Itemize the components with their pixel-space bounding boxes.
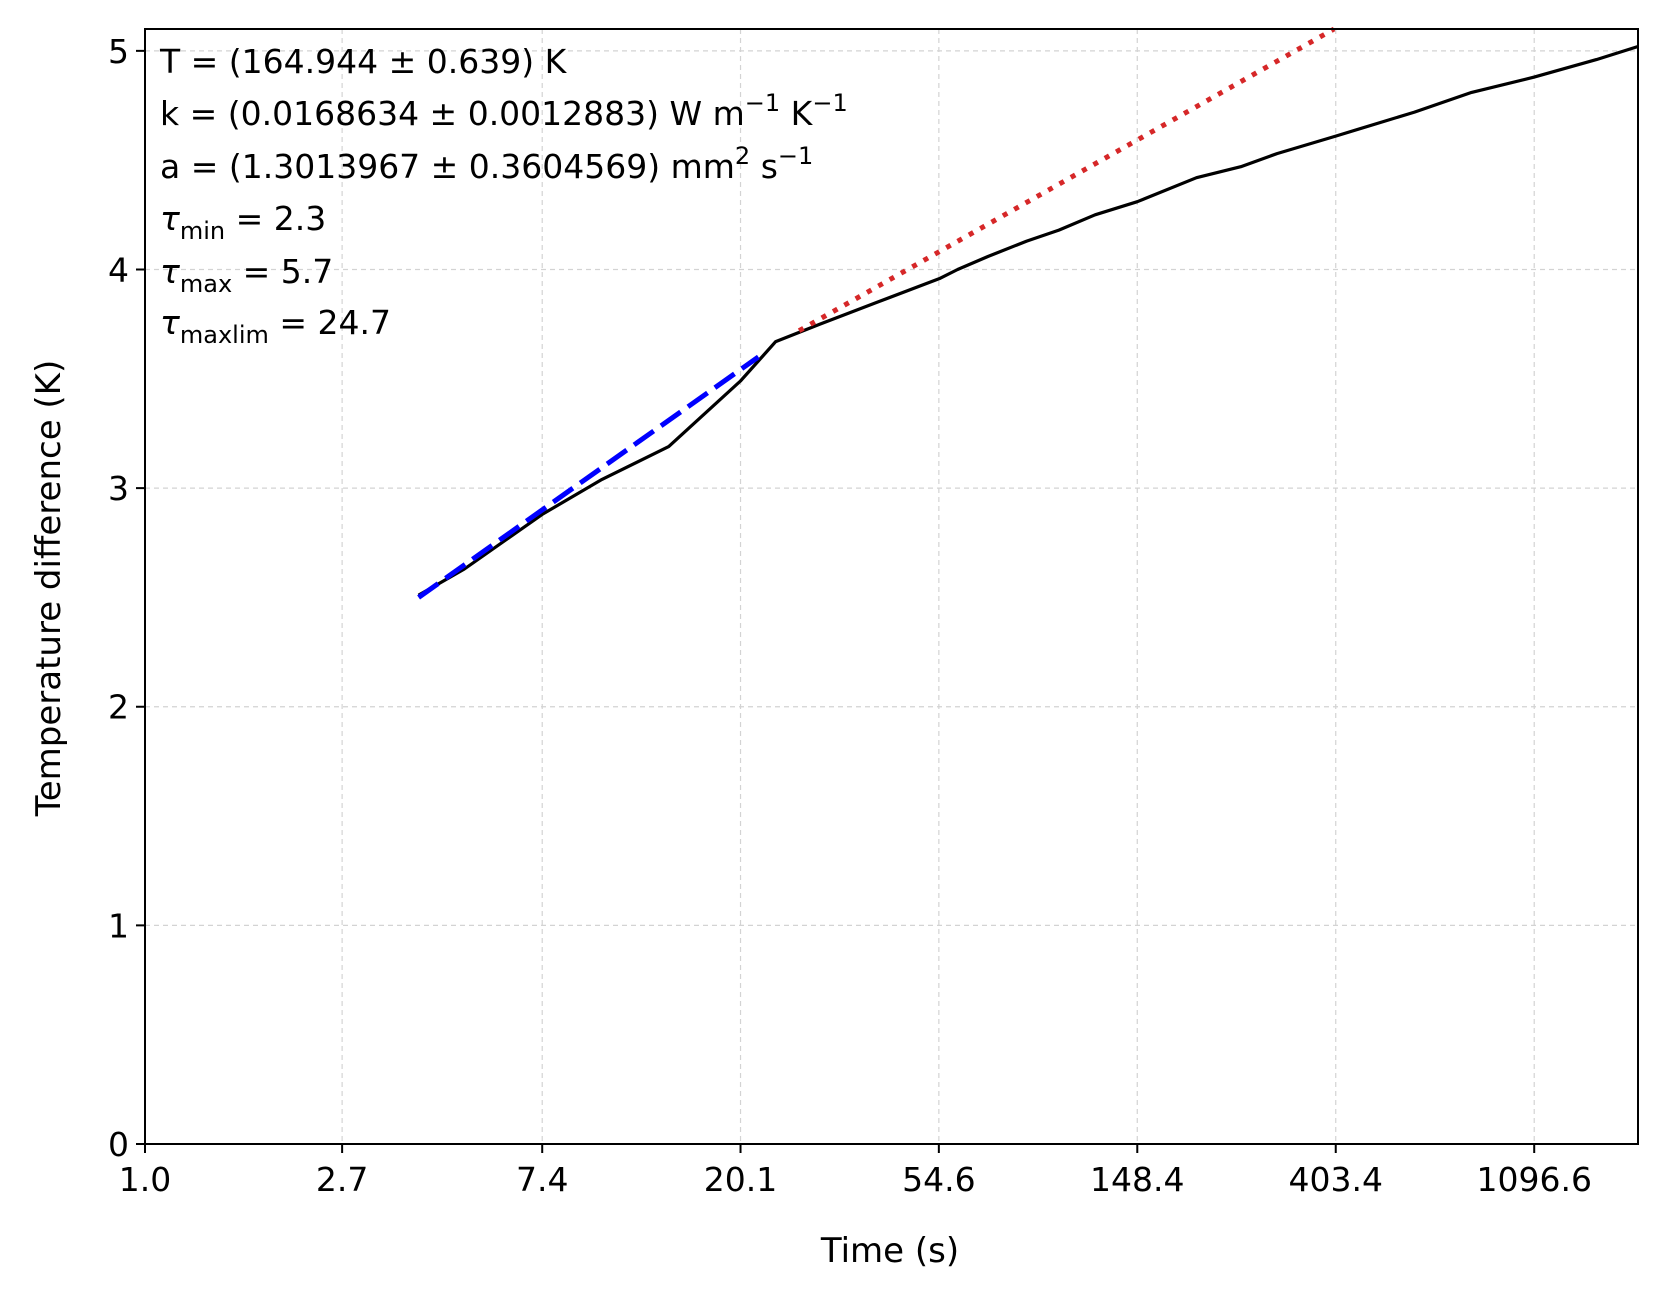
extrapolated-fit-line	[797, 26, 1336, 333]
y-tick-label: 0	[108, 1125, 129, 1164]
plot-frame	[144, 28, 1639, 1145]
y-tick-label: 1	[108, 906, 129, 945]
y-tick-label: 2	[108, 688, 129, 727]
x-tick-label: 2.7	[316, 1160, 368, 1199]
x-tick-label: 54.6	[902, 1160, 975, 1199]
x-tick-label: 1.0	[119, 1160, 171, 1199]
annotation-tau-maxlim: τmaxlim = 24.7	[160, 303, 391, 349]
y-tick-label: 4	[108, 250, 129, 289]
x-tick-label: 148.4	[1090, 1160, 1184, 1199]
fit-annotations: T = (164.944 ± 0.639) K k = (0.0168634 ±…	[159, 42, 848, 349]
y-tick-label: 5	[108, 32, 129, 71]
annotation-conductivity: k = (0.0168634 ± 0.0012883) W m−1 K−1	[160, 89, 848, 133]
axis-ticks: 1.0 2.7 7.4 20.1 54.6 148.4 403.4 1096.6 0 1 2 3 4 5	[108, 32, 1592, 1199]
annotation-tau-min: τmin = 2.3	[160, 199, 326, 245]
measured-temperature-line	[417, 44, 1639, 597]
annotation-temperature: T = (164.944 ± 0.639) K	[159, 42, 568, 81]
early-fit-line	[417, 354, 760, 600]
y-tick-label: 3	[108, 469, 129, 508]
x-tick-label: 403.4	[1289, 1160, 1383, 1199]
y-axis-label: Temperature difference (K)	[29, 360, 69, 818]
x-tick-label: 20.1	[704, 1160, 777, 1199]
grid-lines	[144, 29, 1638, 1145]
series-layer	[417, 26, 1639, 600]
x-tick-label: 1096.6	[1476, 1160, 1591, 1199]
annotation-tau-max: τmax = 5.7	[160, 252, 333, 298]
x-tick-label: 7.4	[516, 1160, 568, 1199]
annotation-diffusivity: a = (1.3013967 ± 0.3604569) mm2 s−1	[160, 142, 813, 186]
x-axis-label: Time (s)	[820, 1231, 959, 1271]
